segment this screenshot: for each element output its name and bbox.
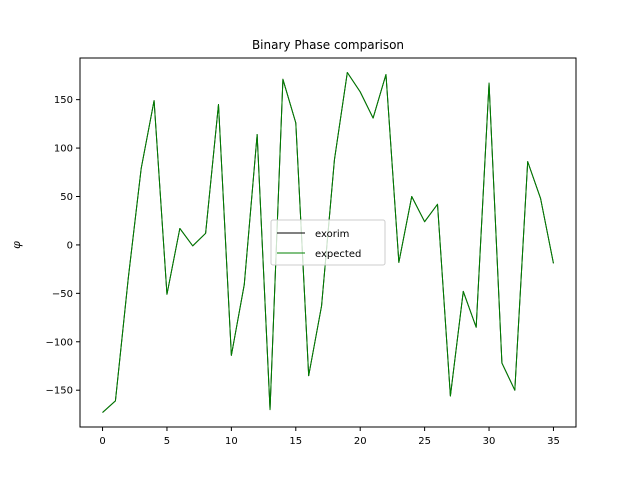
y-tick-label: −100	[46, 337, 73, 348]
chart-title: Binary Phase comparison	[252, 38, 404, 52]
y-tick-label: −150	[46, 386, 73, 397]
x-tick-label: 0	[99, 436, 105, 447]
x-tick-label: 10	[225, 436, 238, 447]
x-tick-label: 5	[164, 436, 170, 447]
x-tick-label: 30	[483, 436, 496, 447]
x-tick-label: 25	[418, 436, 431, 447]
y-tick-label: −50	[52, 289, 73, 300]
y-axis-label: φ	[10, 241, 23, 249]
legend-label-exorim: exorim	[315, 229, 349, 240]
legend-label-expected: expected	[315, 249, 361, 260]
x-tick-label: 35	[547, 436, 560, 447]
y-tick-label: 150	[54, 95, 73, 106]
y-tick-label: 0	[67, 240, 73, 251]
y-tick-label: 100	[54, 144, 73, 155]
x-tick-label: 15	[289, 436, 302, 447]
legend: exorim expected	[270, 219, 386, 266]
x-tick-label: 20	[354, 436, 367, 447]
y-tick-label: 50	[60, 192, 73, 203]
legend-box	[270, 219, 386, 266]
x-axis: 0 5 10 15 20 25 30 35	[99, 427, 560, 447]
y-axis: −150 −100 −50 0 50 100 150	[46, 95, 80, 397]
plot-frame	[79, 57, 577, 428]
